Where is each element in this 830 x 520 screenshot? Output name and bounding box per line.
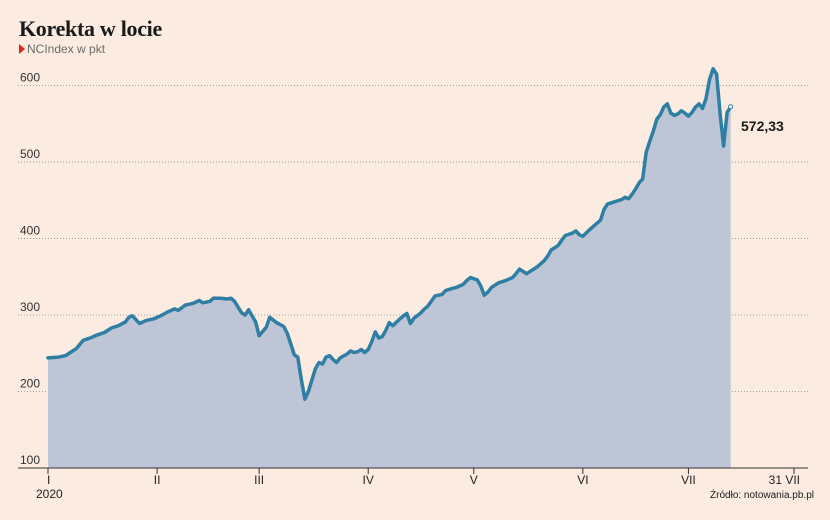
x-tick-label: II (154, 473, 161, 487)
x-tick-label: III (254, 473, 264, 487)
area-fill (48, 68, 731, 469)
y-tick-label: 500 (20, 147, 40, 161)
chart-subtitle: NCIndex w pkt (19, 42, 105, 56)
last-value-marker (728, 104, 734, 110)
x-tick-label: VII (681, 473, 696, 487)
x-tick-label: V (470, 473, 478, 487)
series-line (46, 67, 733, 401)
last-value-label: 572,33 (741, 118, 784, 134)
y-tick-label: 400 (20, 224, 40, 238)
source-note: Źródło: notowania.pb.pl (710, 490, 814, 501)
x-tick-label: IV (363, 473, 374, 487)
y-tick-label: 100 (20, 453, 40, 467)
y-axis-ticks: 100 200 300 400 500 600 (20, 71, 40, 467)
chart-title: Korekta w locie (19, 16, 162, 41)
annotations: 572,33 (728, 104, 784, 134)
y-tick-label: 300 (20, 300, 40, 314)
play-triangle-icon (19, 44, 25, 54)
year-label: 2020 (36, 487, 63, 501)
x-tick-label: I (47, 473, 50, 487)
subtitle-label: NCIndex w pkt (27, 42, 106, 56)
x-tick-label: 31 VII (769, 473, 800, 487)
x-tick-label: VI (577, 473, 588, 487)
y-tick-label: 600 (20, 71, 40, 85)
y-tick-label: 200 (20, 377, 40, 391)
